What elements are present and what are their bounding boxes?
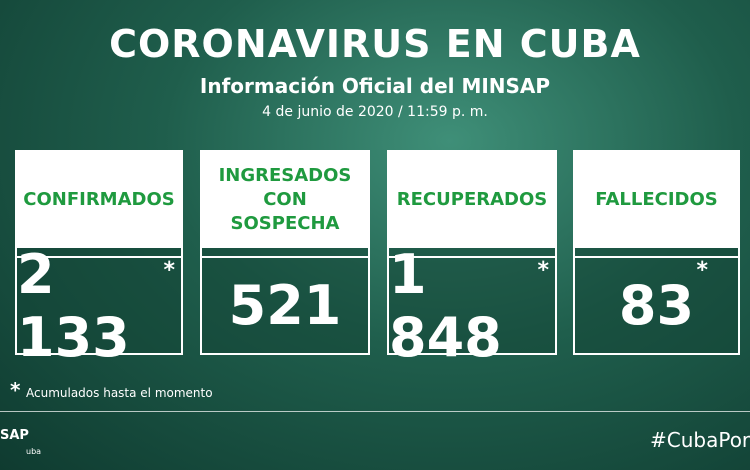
- card-value: 2 133: [17, 243, 181, 369]
- card-label: CONFIRMADOS: [17, 152, 181, 248]
- card-value: 521: [202, 256, 368, 353]
- hashtag: #CubaPor: [650, 428, 750, 452]
- card-value: 83: [575, 256, 738, 353]
- subtitle: Información Oficial del MINSAP: [199, 74, 551, 98]
- date: 4 de junio de 2020 / 11:59 p. m.: [262, 104, 488, 120]
- card: INGRESADOS CON SOSPECHA 521: [200, 150, 370, 355]
- card: RECUPERADOS 1 848 *: [387, 150, 557, 369]
- asterisk: *: [696, 258, 708, 283]
- divider: [0, 411, 750, 412]
- asterisk: *: [163, 258, 175, 283]
- card-value: 1 848: [389, 243, 555, 369]
- logo-sub: uba: [26, 447, 42, 456]
- card-label: FALLECIDOS: [575, 152, 738, 248]
- card: FALLECIDOS 83 *: [573, 150, 740, 355]
- card-label: RECUPERADOS: [389, 152, 555, 248]
- footnote-symbol: *: [10, 378, 21, 402]
- title: CORONAVIRUS EN CUBA: [109, 22, 641, 66]
- card: CONFIRMADOS 2 133 *: [15, 150, 183, 369]
- logo: SAP: [0, 428, 29, 443]
- asterisk: *: [537, 258, 549, 283]
- footnote-text: Acumulados hasta el momento: [26, 386, 213, 400]
- card-label: INGRESADOS CON SOSPECHA: [202, 152, 368, 248]
